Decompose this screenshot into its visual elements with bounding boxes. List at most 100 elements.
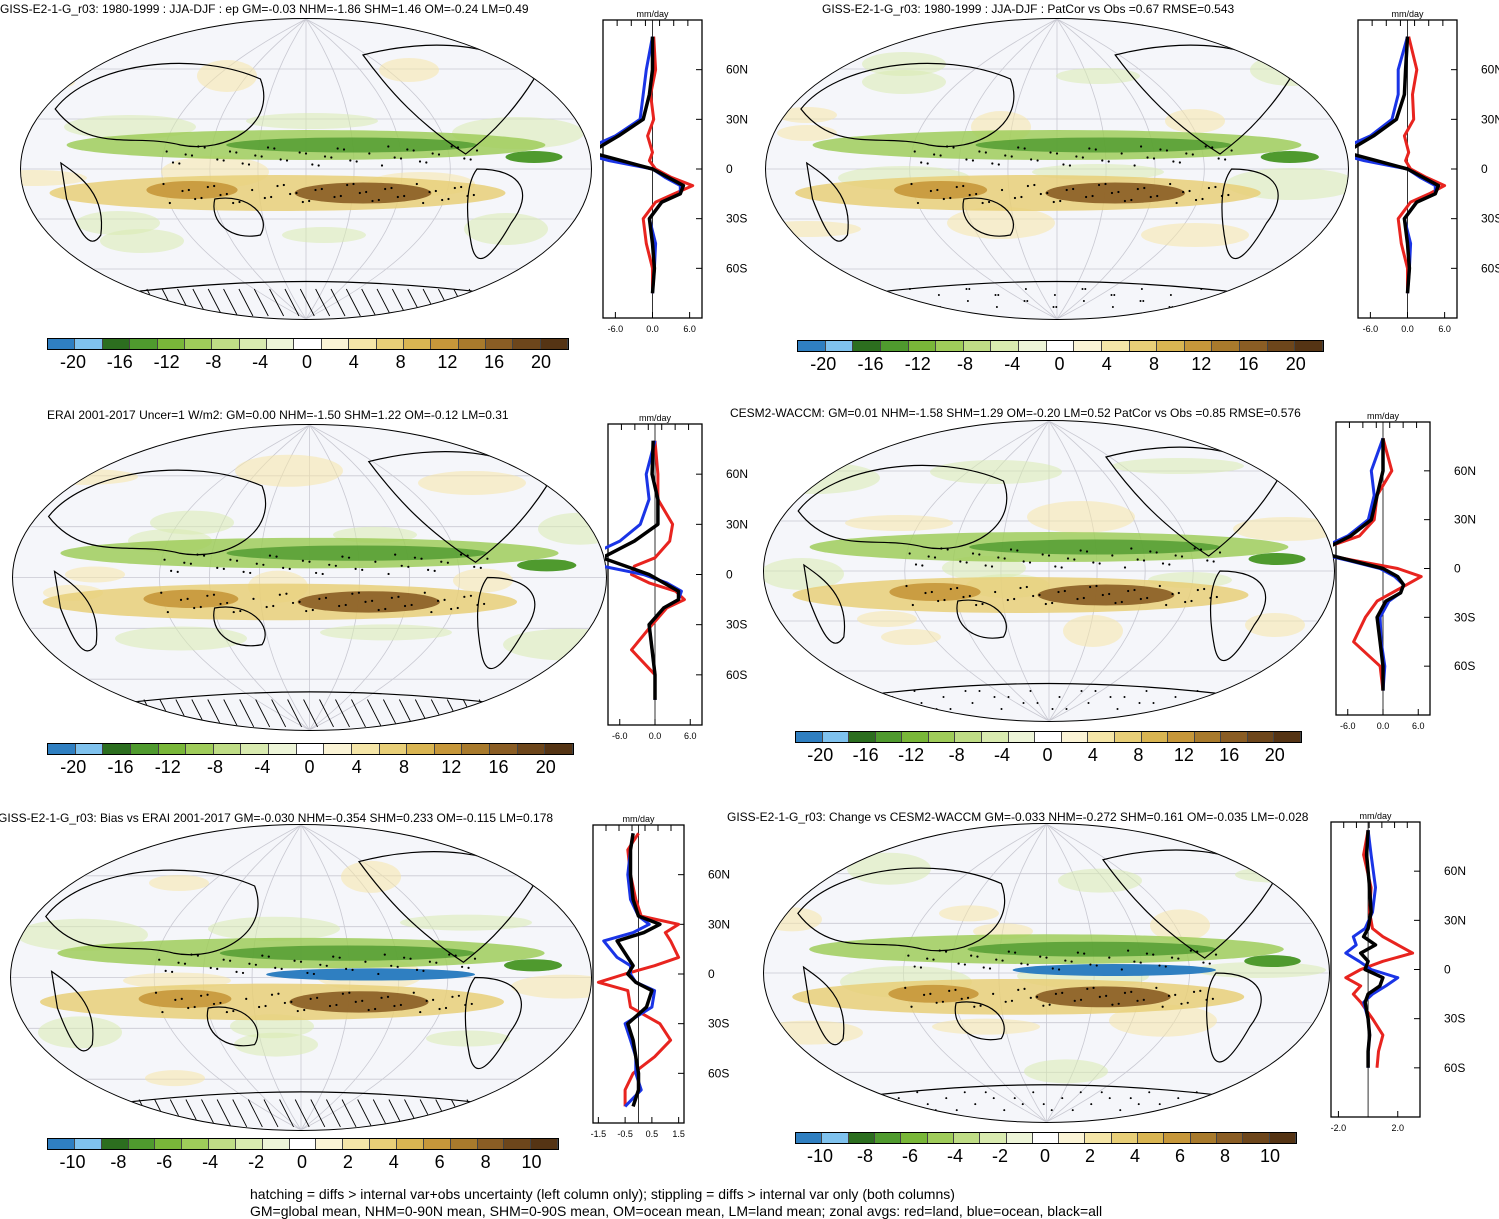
colorbar-box <box>48 1139 75 1149</box>
hatch-line <box>255 699 271 728</box>
series-line-all <box>605 440 681 700</box>
stipple-dot <box>235 559 239 562</box>
stipple-dot <box>968 594 971 598</box>
coastline-north-america <box>1104 446 1278 557</box>
stipple-dot <box>251 188 254 192</box>
stipple-dot <box>1013 1097 1016 1100</box>
hatch-line <box>345 288 361 317</box>
stipple-dot <box>314 188 317 192</box>
stipple-dot <box>232 1009 235 1013</box>
stipple-dot <box>1039 955 1042 958</box>
stipple-dot <box>333 195 336 199</box>
field-band-north-core <box>969 539 1220 555</box>
field-blob <box>862 70 946 94</box>
stipple-dot <box>1079 549 1082 552</box>
stipple-dot <box>921 564 924 567</box>
hatch-line <box>146 288 162 317</box>
stipple-dot <box>299 960 303 963</box>
stipple-dot <box>282 183 285 187</box>
stipple-dot <box>396 965 399 968</box>
colorbar-label: -6 <box>156 1152 173 1172</box>
stipple-dot <box>1172 160 1175 163</box>
stipple-dot <box>460 185 463 189</box>
field-blob <box>857 611 917 627</box>
stipple-dot <box>357 591 361 594</box>
field-blob <box>533 858 591 883</box>
stipple-dot <box>1207 186 1211 190</box>
stipple-dot <box>1217 157 1220 160</box>
stipple-dot <box>288 567 291 570</box>
x-tick-label: -1.5 <box>591 1129 607 1139</box>
coastline-africa <box>60 161 103 242</box>
stipple-dot <box>955 1109 958 1112</box>
lat-label: 0 <box>1481 162 1488 176</box>
stipple-dot <box>1051 708 1054 710</box>
stipple-dot <box>374 1007 377 1011</box>
stipple-dot <box>1187 1109 1190 1112</box>
stipple-dot <box>232 201 235 205</box>
stipple-dot <box>1088 147 1091 150</box>
x-tick-label: 1.5 <box>672 1129 685 1139</box>
stipple-dot <box>1158 584 1161 588</box>
stipple-dot <box>1111 306 1114 308</box>
series-line-all <box>1355 36 1441 294</box>
stipple-dot <box>364 960 367 963</box>
stipple-dot <box>325 964 328 967</box>
colorbar-label: 16 <box>1219 745 1240 765</box>
stipple-dot <box>1033 183 1036 187</box>
stipple-dot <box>319 963 322 966</box>
colorbar-label: -8 <box>206 757 224 777</box>
stipple-dot <box>1041 553 1044 556</box>
stipple-dot <box>934 1109 937 1112</box>
x-tick-label: 6.0 <box>1412 721 1425 731</box>
stipple-dot <box>949 587 952 591</box>
stipple-dot <box>848 690 851 692</box>
stipple-dot <box>919 966 923 969</box>
coastline-south-america <box>466 168 524 259</box>
stipple-dot <box>1073 999 1076 1002</box>
zonal-unit-label: mm/day <box>1391 9 1424 19</box>
stipple-dot <box>339 194 342 198</box>
stipple-dot <box>937 294 940 296</box>
coastline-north-america <box>361 44 535 155</box>
stipple-dot <box>1003 1109 1006 1112</box>
stipple-dot <box>927 555 930 558</box>
stipple-dot <box>910 300 913 302</box>
stipple-dot <box>1000 188 1004 192</box>
field-blob <box>145 1070 205 1087</box>
colorbar-box <box>1085 1133 1112 1143</box>
stipple-dot <box>163 558 166 561</box>
stipple-dot <box>314 571 318 575</box>
field-band-north-core <box>967 941 1216 957</box>
field-blob <box>379 58 439 82</box>
lat-label: 30S <box>708 1017 729 1031</box>
lat-label: 0 <box>726 162 733 176</box>
x-tick-label: 6.0 <box>684 731 697 741</box>
colorbar-box <box>48 339 76 349</box>
stipple-dot <box>486 557 489 560</box>
stipple-dot <box>1195 1091 1198 1094</box>
stipple-dot <box>922 993 926 996</box>
field-core-blue <box>1012 964 1216 976</box>
stipple-dot <box>992 992 995 995</box>
stipple-dot <box>1168 306 1171 308</box>
hatch-line <box>494 699 510 728</box>
stipple-dot <box>1051 601 1054 605</box>
colorbar-box <box>1240 341 1268 351</box>
field-blob <box>939 905 999 922</box>
hatch-line <box>438 288 453 317</box>
coastline-north-america <box>367 451 548 563</box>
colorbar-box <box>822 1133 849 1143</box>
field-core <box>505 151 563 163</box>
hatch-line <box>287 699 303 728</box>
field-core <box>1248 553 1306 565</box>
colorbar-label: -16 <box>106 352 133 372</box>
stipple-dot <box>1080 690 1083 692</box>
stipple-dot <box>862 690 865 692</box>
field-band-south <box>49 175 506 211</box>
stipple-dot <box>933 153 936 156</box>
series-line-all <box>615 833 662 1107</box>
colorbar-box <box>955 732 983 742</box>
series-line-all <box>600 36 686 294</box>
stipple-dot <box>1165 149 1169 152</box>
